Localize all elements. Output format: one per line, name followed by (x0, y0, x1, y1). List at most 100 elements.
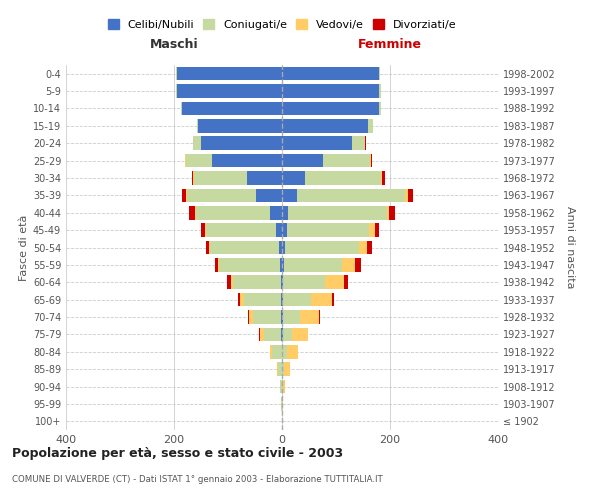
Bar (176, 84, 282, 98)
Bar (281, 293, 282, 306)
Bar (282, 345, 287, 358)
Bar (192, 171, 193, 185)
Bar (300, 310, 319, 324)
Bar (275, 224, 282, 237)
Bar (270, 206, 282, 220)
Bar (264, 328, 281, 341)
Bar (359, 240, 367, 254)
Y-axis label: Fasce di età: Fasce di età (19, 214, 29, 280)
Legend: Celibi/Nubili, Coniugati/e, Vedovi/e, Divorziati/e: Celibi/Nubili, Coniugati/e, Vedovi/e, Di… (107, 20, 457, 30)
Bar (405, 188, 408, 202)
Bar (218, 258, 220, 272)
Bar (287, 224, 370, 237)
Bar (278, 362, 282, 376)
Bar (355, 258, 361, 272)
Bar (282, 154, 323, 168)
Bar (182, 102, 282, 115)
Bar (209, 240, 279, 254)
Bar (282, 240, 285, 254)
Text: Popolazione per età, sesso e stato civile - 2003: Popolazione per età, sesso e stato civil… (12, 448, 343, 460)
Bar (270, 345, 272, 358)
Bar (198, 119, 282, 132)
Bar (282, 362, 284, 376)
Bar (281, 276, 282, 289)
Bar (283, 276, 325, 289)
Bar (201, 136, 282, 150)
Bar (379, 102, 381, 115)
Bar (280, 380, 282, 394)
Bar (282, 102, 379, 115)
Bar (282, 188, 297, 202)
Bar (206, 224, 275, 237)
Bar (187, 188, 256, 202)
Text: Femmine: Femmine (358, 38, 422, 51)
Bar (253, 310, 281, 324)
Bar (311, 293, 332, 306)
Bar (240, 293, 244, 306)
Bar (189, 206, 194, 220)
Bar (194, 206, 196, 220)
Bar (325, 276, 344, 289)
Bar (370, 224, 375, 237)
Bar (256, 188, 282, 202)
Bar (368, 119, 373, 132)
Text: COMUNE DI VALVERDE (CT) - Dati ISTAT 1° gennaio 2003 - Elaborazione TUTTITALIA.I: COMUNE DI VALVERDE (CT) - Dati ISTAT 1° … (12, 476, 383, 484)
Bar (297, 188, 405, 202)
Bar (282, 380, 283, 394)
Bar (220, 258, 280, 272)
Bar (272, 345, 282, 358)
Bar (284, 258, 342, 272)
Bar (284, 362, 290, 376)
Text: Maschi: Maschi (149, 38, 199, 51)
Bar (279, 240, 282, 254)
Bar (197, 119, 198, 132)
Bar (342, 258, 355, 272)
Bar (244, 293, 281, 306)
Bar (292, 328, 308, 341)
Bar (181, 102, 182, 115)
Bar (283, 380, 285, 394)
Bar (319, 310, 320, 324)
Bar (387, 206, 389, 220)
Bar (194, 171, 247, 185)
Bar (379, 84, 381, 98)
Bar (280, 258, 282, 272)
Bar (231, 276, 233, 289)
Bar (205, 224, 206, 237)
Bar (289, 206, 387, 220)
Bar (282, 224, 287, 237)
Bar (285, 240, 359, 254)
Bar (352, 136, 365, 150)
Bar (277, 362, 278, 376)
Bar (367, 240, 371, 254)
Bar (283, 310, 300, 324)
Bar (206, 240, 209, 254)
Bar (282, 67, 379, 80)
Y-axis label: Anni di nascita: Anni di nascita (565, 206, 575, 289)
Bar (408, 188, 413, 202)
Bar (283, 293, 311, 306)
Bar (176, 67, 282, 80)
Bar (375, 224, 379, 237)
Bar (282, 206, 289, 220)
Bar (249, 310, 253, 324)
Bar (283, 328, 292, 341)
Bar (193, 136, 201, 150)
Bar (182, 188, 186, 202)
Bar (332, 293, 334, 306)
Bar (282, 276, 283, 289)
Bar (282, 136, 352, 150)
Bar (260, 328, 264, 341)
Bar (186, 188, 187, 202)
Bar (186, 154, 212, 168)
Bar (282, 171, 305, 185)
Bar (282, 119, 368, 132)
Bar (282, 258, 284, 272)
Bar (282, 84, 379, 98)
Bar (196, 206, 270, 220)
Bar (248, 310, 249, 324)
Bar (287, 345, 298, 358)
Bar (379, 67, 380, 80)
Bar (323, 154, 370, 168)
Bar (227, 276, 230, 289)
